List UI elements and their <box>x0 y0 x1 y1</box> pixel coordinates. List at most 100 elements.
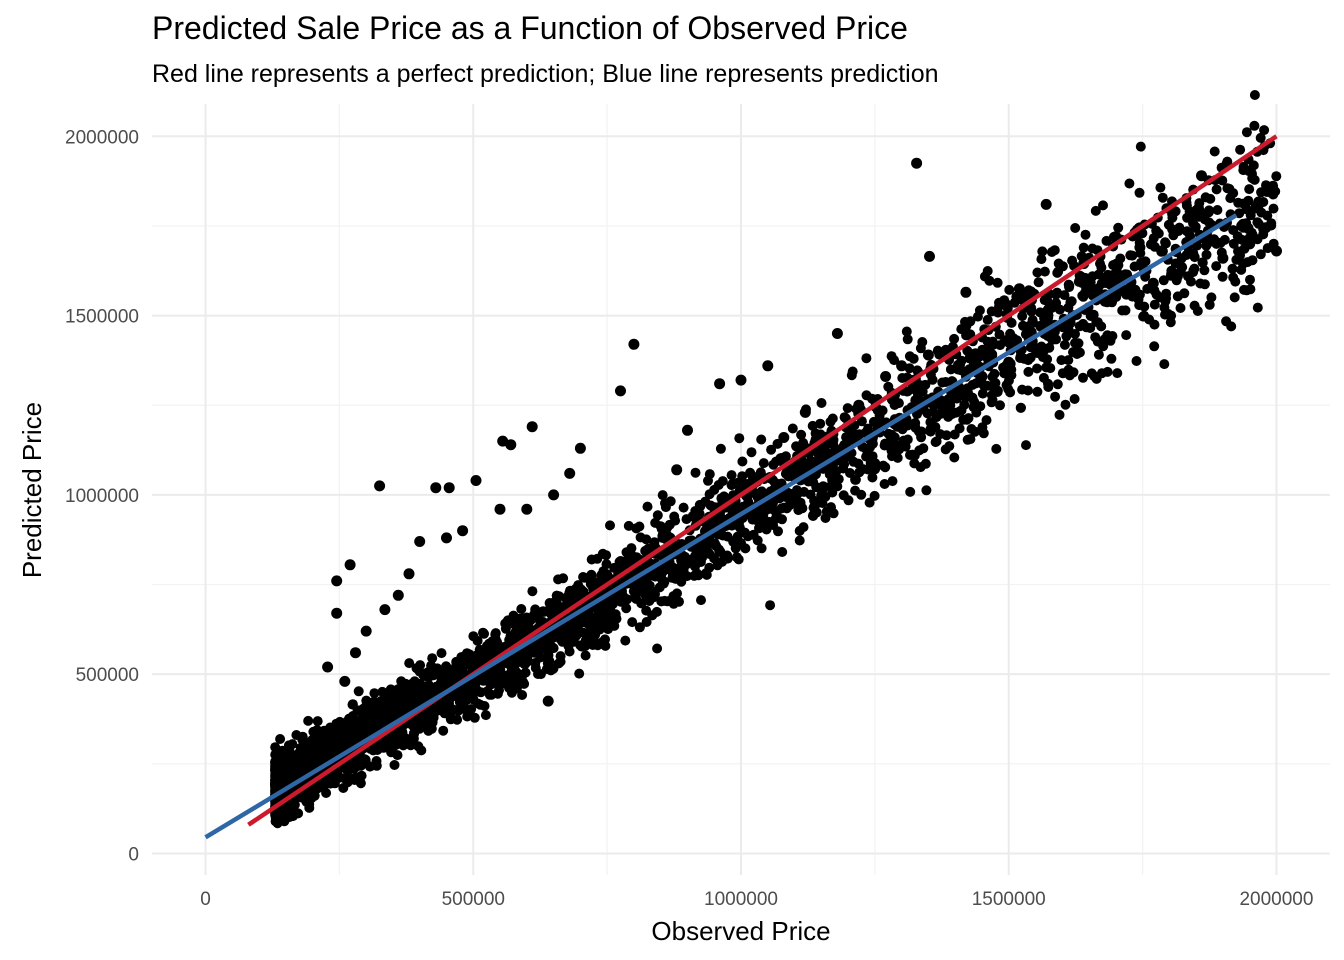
data-point <box>601 559 612 570</box>
data-point <box>911 157 923 169</box>
data-point <box>438 725 449 736</box>
data-point <box>334 728 345 739</box>
data-point <box>314 755 325 766</box>
data-point <box>338 783 349 793</box>
data-point <box>696 595 706 606</box>
data-point <box>615 385 626 397</box>
data-point <box>709 553 720 564</box>
data-point <box>642 501 653 512</box>
data-point <box>470 678 481 689</box>
data-point <box>731 552 742 563</box>
data-point <box>308 726 319 737</box>
data-point <box>270 756 281 767</box>
data-point <box>494 503 506 515</box>
data-point <box>441 532 452 544</box>
data-point <box>1031 346 1041 357</box>
data-point <box>1182 212 1193 223</box>
data-point <box>1070 223 1081 233</box>
data-point <box>704 469 715 480</box>
data-point <box>285 764 296 775</box>
x-tick-label: 0 <box>200 889 211 910</box>
data-point <box>753 506 764 517</box>
data-point <box>758 458 769 469</box>
data-point <box>631 523 642 534</box>
data-point <box>1236 220 1248 232</box>
data-point <box>902 434 913 445</box>
data-point <box>1098 200 1108 211</box>
data-point <box>1032 363 1042 374</box>
data-point <box>918 443 929 454</box>
data-point <box>331 718 342 729</box>
data-point <box>952 364 963 375</box>
data-point <box>944 441 955 452</box>
data-point <box>578 572 589 582</box>
data-point <box>423 725 434 736</box>
data-point <box>462 684 472 695</box>
data-point <box>930 437 941 448</box>
data-point <box>469 712 480 723</box>
data-point <box>601 610 612 620</box>
data-point <box>347 699 358 710</box>
data-point <box>1249 120 1260 131</box>
data-point <box>682 571 692 582</box>
data-point <box>1189 263 1200 274</box>
data-point <box>1173 226 1184 236</box>
data-point <box>548 489 560 501</box>
data-point <box>941 403 952 414</box>
data-point <box>1255 249 1266 260</box>
data-point <box>356 770 367 781</box>
data-point <box>732 531 743 542</box>
data-point <box>322 726 333 737</box>
data-point <box>995 400 1005 411</box>
data-point <box>1059 339 1070 350</box>
data-point <box>1189 252 1200 263</box>
data-point <box>1072 347 1083 358</box>
data-point <box>520 667 531 678</box>
data-point <box>1121 330 1132 341</box>
data-point <box>905 486 916 497</box>
data-point <box>943 394 953 405</box>
data-point <box>822 439 833 449</box>
data-point <box>1096 368 1107 379</box>
data-point <box>1134 187 1145 198</box>
data-point <box>1043 378 1053 389</box>
data-point <box>516 604 527 614</box>
data-point <box>777 547 788 557</box>
data-point <box>1190 221 1201 232</box>
data-point <box>1050 391 1061 402</box>
data-point <box>982 314 993 325</box>
data-point <box>633 586 644 597</box>
data-point <box>977 422 988 433</box>
data-point <box>1192 306 1203 316</box>
data-point <box>867 472 878 483</box>
data-point <box>1106 353 1117 364</box>
y-tick-label: 2000000 <box>65 127 139 148</box>
data-point <box>799 406 811 418</box>
data-point <box>1004 284 1015 295</box>
data-point <box>436 648 447 659</box>
data-point <box>869 490 880 501</box>
data-point <box>1032 386 1043 397</box>
data-point <box>889 432 900 443</box>
data-point <box>511 618 522 629</box>
data-point <box>460 704 471 715</box>
data-point <box>904 351 915 362</box>
data-point <box>768 504 778 515</box>
data-point <box>1158 275 1169 286</box>
data-point <box>445 714 456 725</box>
data-point <box>409 716 420 727</box>
data-point <box>621 603 632 614</box>
data-point <box>1056 355 1067 366</box>
data-point <box>794 535 805 546</box>
data-point <box>780 502 791 513</box>
data-point <box>1081 282 1091 293</box>
data-point <box>893 398 904 409</box>
data-point <box>1057 368 1068 379</box>
data-point <box>987 394 998 405</box>
data-point <box>850 474 861 485</box>
data-point <box>833 474 844 485</box>
data-point <box>1005 368 1016 379</box>
data-point <box>580 650 591 661</box>
data-point <box>521 503 533 515</box>
data-point <box>807 510 818 521</box>
